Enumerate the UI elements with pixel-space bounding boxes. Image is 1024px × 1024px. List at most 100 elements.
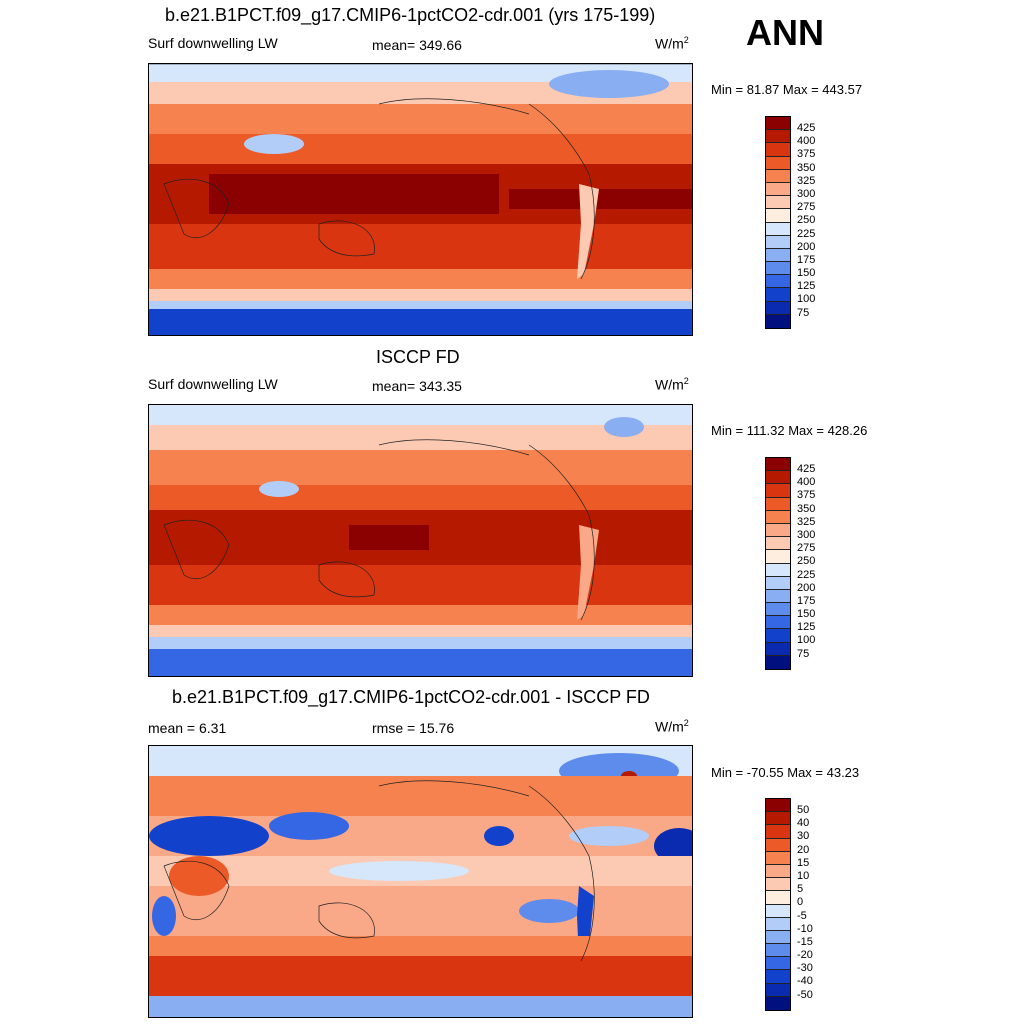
colorbar-box [766,301,790,315]
colorbar-box [766,930,790,945]
colorbar-tick: 100 [797,634,816,647]
colorbar-box [766,209,790,223]
panel2-colorbar [765,457,791,670]
colorbar-tick: -5 [797,909,807,922]
colorbar-tick: -15 [797,935,813,948]
colorbar-box [766,537,790,551]
colorbar-tick: -10 [797,922,813,935]
panel1-variable-label: Surf downwelling LW [148,35,278,51]
colorbar-box [766,196,790,210]
colorbar-tick: 350 [797,502,816,515]
colorbar-box [766,576,790,590]
panel1-unit-label: W/m2 [655,35,689,52]
colorbar-box [766,458,790,472]
colorbar-tick: 10 [797,869,810,882]
colorbar-tick: 350 [797,161,816,174]
colorbar-tick: 300 [797,528,816,541]
colorbar-box [766,642,790,656]
colorbar-tick: 15 [797,856,810,869]
colorbar-box [766,603,790,617]
panel3-rmse-label: rmse = 15.76 [372,720,455,736]
season-label: ANN [746,12,824,53]
panel3-map [148,745,693,1018]
colorbar-box [766,117,790,131]
colorbar-box [766,156,790,170]
colorbar-box [766,288,790,302]
panel1-map [148,63,693,336]
panel3-minmax: Min = -70.55 Max = 43.23 [711,765,860,780]
colorbar-tick: 400 [797,476,816,489]
panel2-minmax: Min = 111.32 Max = 428.26 [711,423,868,438]
colorbar-box [766,262,790,276]
panel1-minmax: Min = 81.87 Max = 443.57 [711,82,863,97]
colorbar-tick: -20 [797,949,813,962]
colorbar-box [766,523,790,538]
colorbar-tick: 325 [797,515,816,528]
colorbar-tick: 50 [797,804,810,816]
colorbar-tick: 5 [797,883,804,896]
colorbar-tick: -30 [797,962,813,975]
panel3-unit-label: W/m2 [655,718,689,735]
colorbar-tick: 250 [797,214,816,227]
colorbar-box [766,589,790,604]
panel2-map [148,404,693,677]
colorbar-tick: 150 [797,608,816,621]
colorbar-box [766,799,790,813]
colorbar-tick: 375 [797,489,816,502]
colorbar-tick: 425 [797,122,816,134]
colorbar-tick: 40 [797,817,810,830]
colorbar-tick: 30 [797,830,810,843]
colorbar-tick: 75 [797,306,810,319]
colorbar-box [766,471,790,485]
colorbar-tick: -40 [797,975,813,988]
colorbar-box [766,563,790,577]
colorbar-box [766,616,790,630]
colorbar-tick: 325 [797,174,816,187]
panel3-mean-label: mean = 6.31 [148,720,227,736]
colorbar-tick: 100 [797,293,816,306]
colorbar-tick: 425 [797,463,816,475]
panel2-variable-label: Surf downwelling LW [148,376,278,392]
colorbar-tick: 375 [797,148,816,161]
colorbar-tick: 125 [797,621,816,634]
colorbar-box [766,235,790,249]
colorbar-tick: 20 [797,843,810,856]
colorbar-tick: 175 [797,594,816,607]
colorbar-box [766,497,790,511]
colorbar-box [766,550,790,564]
colorbar-box [766,143,790,157]
colorbar-box [766,222,790,236]
colorbar-box [766,996,790,1010]
colorbar-box [766,825,790,839]
colorbar-box [766,983,790,997]
colorbar-tick: 400 [797,135,816,148]
colorbar-box [766,314,790,328]
colorbar-tick: 125 [797,280,816,293]
colorbar-tick: 300 [797,187,816,200]
colorbar-box [766,484,790,498]
colorbar-tick: 200 [797,581,816,594]
colorbar-tick: 275 [797,201,816,214]
colorbar-tick: 75 [797,647,810,660]
colorbar-box [766,944,790,958]
colorbar-box [766,182,790,197]
colorbar-tick: 225 [797,568,816,581]
colorbar-box [766,510,790,524]
colorbar-box [766,248,790,263]
colorbar-tick: 250 [797,555,816,568]
colorbar-box [766,891,790,905]
panel1-title: b.e21.B1PCT.f09_g17.CMIP6-1pctCO2-cdr.00… [165,5,656,25]
colorbar-tick: 225 [797,227,816,240]
colorbar-tick: 0 [797,896,804,909]
panel2-unit-label: W/m2 [655,376,689,393]
panel2-title: ISCCP FD [376,347,460,367]
panel1-mean-label: mean= 349.66 [372,37,462,53]
colorbar-tick: 150 [797,267,816,280]
colorbar-box [766,169,790,183]
colorbar-tick: 175 [797,253,816,266]
colorbar-box [766,851,790,865]
colorbar-box [766,812,790,826]
panel1-colorbar [765,116,791,329]
colorbar-box [766,655,790,669]
colorbar-box [766,864,790,879]
